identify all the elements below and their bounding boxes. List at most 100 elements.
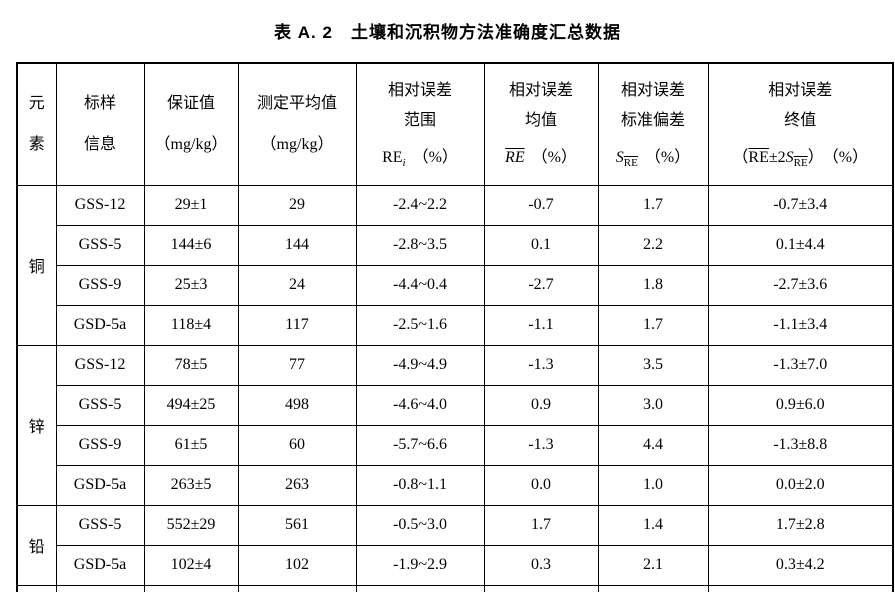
cell-certified: 552±29 (143, 504, 239, 546)
re-sd-formula: SRE （%） (615, 148, 691, 169)
header-re-mean-line1: 相对误差 (508, 81, 573, 99)
header-certified: 保证值 （mg/kg） (143, 62, 239, 186)
table-row: 铅 GSS-5 552±29 561 -0.5~3.0 1.7 1.4 1.7±… (16, 504, 894, 586)
cell-re-range: -1.9~2.9 (355, 544, 485, 586)
header-re-range: 相对误差 范围 REi （%） (355, 62, 485, 186)
header-sample: 标样 信息 (55, 62, 145, 186)
cell-measured: 117 (237, 304, 357, 346)
cell-re-mean: 0.9 (483, 384, 599, 426)
cell-re-final: -1.1±3.4 (707, 304, 894, 346)
cell-re-range: -5.7~6.6 (355, 424, 485, 466)
table-row: GSD-5a 118±4 117 -2.5~1.6 -1.1 1.7 -1.1±… (17, 304, 894, 346)
cell-sample: GSD-5a (55, 464, 145, 506)
header-measured-line1: 测定平均值 (256, 94, 337, 112)
cell-re-mean: -1.1 (483, 304, 599, 346)
table-row: GSS-5 144±6 144 -2.8~3.5 0.1 2.2 0.1±4.4 (17, 224, 894, 266)
header-re-mean: 相对误差 均值 RE （%） (483, 62, 599, 186)
cell-measured: 498 (237, 384, 357, 426)
cell-certified: 78±5 (143, 344, 239, 386)
table-row: GSS-9 61±5 60 -5.7~6.6 -1.3 4.4 -1.3±8.8 (17, 424, 894, 466)
cell-measured: 263 (237, 464, 357, 506)
header-measured-line2: （mg/kg） (260, 136, 334, 154)
table-header-row: 元 素 标样 信息 保证值 （mg/kg） 测定平均值 （mg/kg (16, 62, 894, 186)
element-cell-pb: 铅 (16, 504, 57, 586)
header-re-sd-line2: 标准偏差 (620, 112, 685, 130)
cell-empty (707, 584, 894, 592)
cell-empty (483, 584, 599, 592)
cell-sample: GSS-5 (55, 384, 145, 426)
cell-empty (597, 584, 709, 592)
table-title: 表 A. 2 土壤和沉积物方法准确度汇总数据 (274, 23, 621, 42)
cell-re-range: -4.4~0.4 (355, 264, 485, 306)
header-re-final-line2: 终值 (784, 112, 817, 130)
cell-certified: 61±5 (143, 424, 239, 466)
cell-empty (355, 584, 485, 592)
re-range-formula: REi （%） (382, 148, 458, 169)
cell-re-mean: 0.0 (483, 464, 599, 506)
header-certified-line2: （mg/kg） (154, 136, 228, 154)
cell-sample: GSS-9 (55, 264, 145, 306)
cell-re-sd: 3.5 (597, 344, 709, 386)
cell-certified: 494±25 (143, 384, 239, 426)
header-re-mean-line2: 均值 (524, 112, 557, 130)
header-element: 元 素 (16, 62, 57, 186)
cell-re-sd: 1.4 (597, 504, 709, 546)
cell-sample: GSS-9 (55, 424, 145, 466)
cell-sample: GSD-5a (55, 304, 145, 346)
cell-re-sd: 1.7 (597, 304, 709, 346)
cell-re-mean: 0.3 (483, 544, 599, 586)
cell-re-final: 1.7±2.8 (707, 504, 894, 546)
cell-sample: GSD-5a (55, 544, 145, 586)
cell-re-range: -4.9~4.9 (355, 344, 485, 386)
cell-re-final: -1.3±7.0 (707, 344, 894, 386)
cell-empty (16, 584, 57, 592)
cell-measured: 77 (237, 344, 357, 386)
cell-re-final: 0.9±6.0 (707, 384, 894, 426)
cell-re-mean: -2.7 (483, 264, 599, 306)
cell-certified: 118±4 (143, 304, 239, 346)
table-row: GSD-5a 102±4 102 -1.9~2.9 0.3 2.1 0.3±4.… (17, 544, 894, 586)
cell-measured: 60 (237, 424, 357, 466)
element-cell-cu: 铜 (16, 184, 57, 346)
cell-certified: 102±4 (143, 544, 239, 586)
cell-certified: 25±3 (143, 264, 239, 306)
re-mean-formula: RE （%） (505, 148, 577, 166)
cell-re-range: -4.6~4.0 (355, 384, 485, 426)
cell-re-final: 0.0±2.0 (707, 464, 894, 506)
cell-re-range: -0.5~3.0 (355, 504, 485, 546)
header-certified-line1: 保证值 (166, 94, 215, 112)
table-row-partial (16, 584, 894, 592)
cell-re-sd: 2.2 (597, 224, 709, 266)
cell-empty (237, 584, 357, 592)
header-re-final-line1: 相对误差 (768, 81, 833, 99)
header-sample-line2: 信息 (83, 136, 116, 154)
cell-re-sd: 1.0 (597, 464, 709, 506)
cell-empty (55, 584, 145, 592)
cell-re-mean: -1.3 (483, 424, 599, 466)
accuracy-summary-table: 元 素 标样 信息 保证值 （mg/kg） 测定平均值 （mg/kg (16, 62, 894, 592)
cell-re-final: -0.7±3.4 (707, 184, 894, 226)
cell-re-sd: 1.8 (597, 264, 709, 306)
table-row: GSS-5 494±25 498 -4.6~4.0 0.9 3.0 0.9±6.… (17, 384, 894, 426)
cell-re-final: -1.3±8.8 (707, 424, 894, 466)
cell-empty (143, 584, 239, 592)
cell-re-mean: 1.7 (483, 504, 599, 546)
header-sample-line1: 标样 (83, 94, 116, 112)
cell-re-range: -2.5~1.6 (355, 304, 485, 346)
header-measured: 测定平均值 （mg/kg） (237, 62, 357, 186)
header-re-range-line1: 相对误差 (387, 81, 452, 99)
cell-re-range: -0.8~1.1 (355, 464, 485, 506)
cell-re-final: 0.3±4.2 (707, 544, 894, 586)
cell-measured: 561 (237, 504, 357, 546)
cell-re-sd: 4.4 (597, 424, 709, 466)
cell-re-sd: 2.1 (597, 544, 709, 586)
cell-re-range: -2.4~2.2 (355, 184, 485, 226)
cell-sample: GSS-12 (55, 344, 145, 386)
element-cell-zn: 锌 (16, 344, 57, 506)
cell-certified: 29±1 (143, 184, 239, 226)
cell-certified: 144±6 (143, 224, 239, 266)
cell-re-mean: -0.7 (483, 184, 599, 226)
cell-re-mean: 0.1 (483, 224, 599, 266)
header-re-range-line2: 范围 (403, 112, 436, 130)
